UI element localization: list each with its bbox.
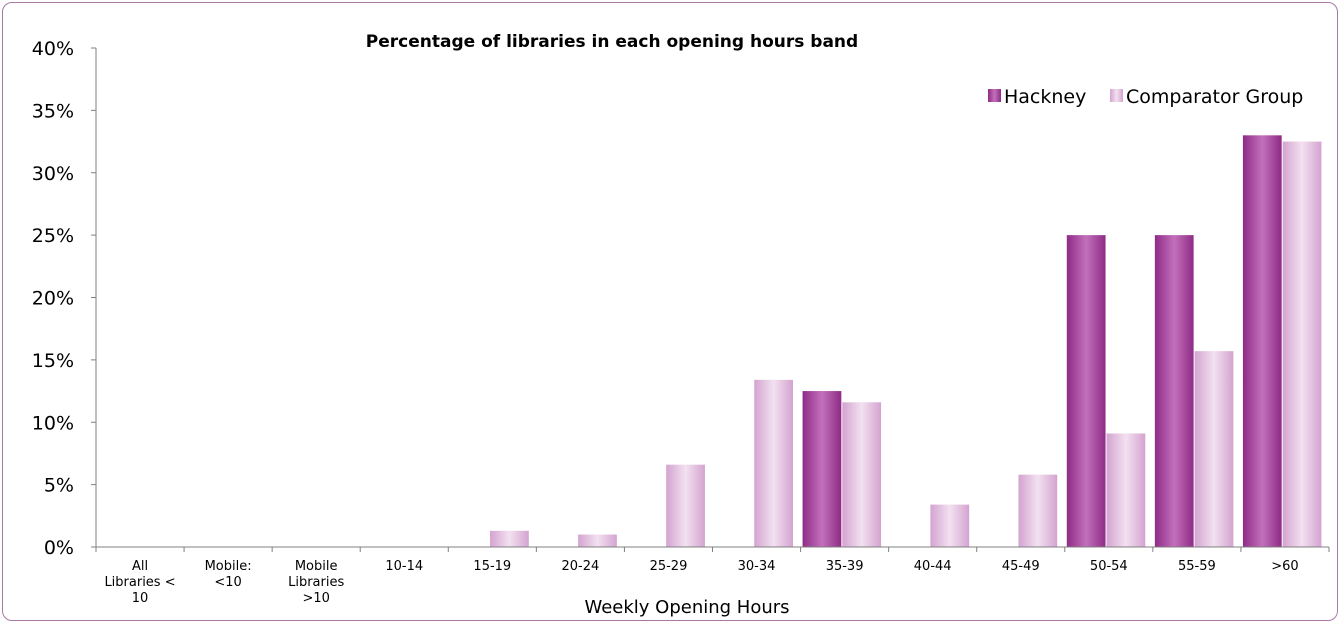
legend-swatch-comparator	[1110, 89, 1123, 102]
y-tick-label: 5%	[44, 475, 74, 497]
bar-comparator-group	[1106, 433, 1146, 547]
legend-label-comparator: Comparator Group	[1126, 86, 1303, 108]
x-tick-label: 30-34	[738, 559, 776, 574]
x-tick-label: >60	[1271, 559, 1298, 574]
bar-comparator-group	[578, 534, 617, 547]
y-axis: 0% 5% 10% 15% 20% 25% 30% 35% 40%	[32, 38, 97, 559]
x-axis-title: Weekly Opening Hours	[584, 597, 789, 618]
x-tick-label: All Libraries <10	[104, 559, 175, 606]
x-axis: All Libraries <10 Mobile: <10 Mobile Librarie…	[95, 546, 1330, 606]
x-tick-label: 10-14	[385, 559, 423, 574]
bar-comparator-group	[1018, 474, 1058, 547]
bar-hackney	[802, 391, 842, 547]
x-tick-label: 20-24	[562, 559, 600, 574]
bar-comparator-group	[930, 504, 970, 547]
y-tick-label: 35%	[32, 100, 74, 122]
legend-swatch-hackney	[988, 89, 1001, 102]
y-tick-label: 25%	[32, 225, 74, 247]
x-tick-label: 50-54	[1090, 559, 1128, 574]
legend-label-hackney: Hackney	[1004, 86, 1086, 108]
bar-comparator-group	[1194, 351, 1234, 547]
chart-title: Percentage of libraries in each opening …	[366, 32, 858, 52]
x-tick-label: 45-49	[1002, 559, 1040, 574]
bar-comparator-group	[842, 402, 882, 547]
x-tick-label: 40-44	[914, 559, 952, 574]
bar-comparator-group	[754, 379, 794, 547]
y-tick-label: 10%	[32, 412, 74, 434]
y-tick-label: 20%	[32, 288, 74, 310]
x-tick-label: 25-29	[650, 559, 688, 574]
y-tick-label: 0%	[44, 537, 74, 559]
bar-comparator-group	[666, 464, 705, 547]
x-tick-label: 15-19	[473, 559, 511, 574]
x-tick-label: 35-39	[826, 559, 864, 574]
x-tick-label: Mobile: <10	[205, 559, 252, 590]
bar-hackney	[1242, 135, 1282, 547]
x-tick-label: 55-59	[1178, 559, 1216, 574]
x-tick-label: Mobile Libraries >10	[288, 559, 344, 606]
bar-comparator-group	[1282, 141, 1322, 547]
legend: Hackney Comparator Group	[988, 86, 1303, 108]
y-tick-label: 40%	[32, 38, 74, 60]
bar-hackney	[1154, 235, 1194, 547]
bar-hackney	[1066, 235, 1106, 547]
y-tick-label: 30%	[32, 163, 74, 185]
bar-comparator-group	[490, 530, 529, 547]
bars	[490, 135, 1322, 547]
y-tick-label: 15%	[32, 350, 74, 372]
